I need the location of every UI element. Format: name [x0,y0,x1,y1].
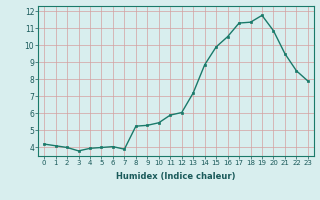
X-axis label: Humidex (Indice chaleur): Humidex (Indice chaleur) [116,172,236,181]
